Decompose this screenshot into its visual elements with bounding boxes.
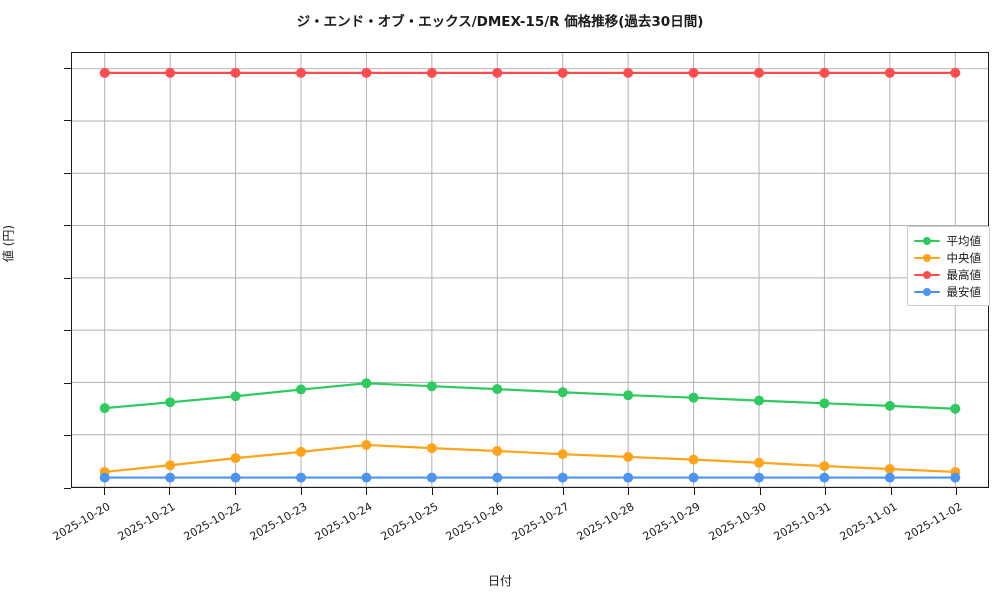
y-tick-mark bbox=[64, 120, 71, 122]
x-axis-label: 日付 bbox=[487, 574, 512, 588]
legend-label: 平均値 bbox=[946, 233, 982, 248]
chart-legend: 平均値中央値最高値最安値 bbox=[906, 226, 990, 306]
x-tick-mark bbox=[759, 488, 761, 495]
x-tick-mark bbox=[562, 488, 564, 495]
legend-swatch-icon bbox=[913, 286, 940, 298]
x-tick-label: 2025-10-23 bbox=[247, 500, 309, 544]
x-tick-label: 2025-10-28 bbox=[574, 500, 637, 544]
x-tick-mark bbox=[431, 488, 433, 495]
x-tick-label: 2025-10-21 bbox=[115, 500, 178, 544]
y-tick-mark bbox=[64, 330, 71, 332]
x-tick-mark bbox=[103, 488, 105, 495]
data-series-layer bbox=[99, 67, 961, 483]
y-tick-mark bbox=[64, 277, 71, 279]
x-tick-mark bbox=[956, 488, 958, 495]
y-tick-mark bbox=[64, 67, 71, 69]
x-tick-label: 2025-11-02 bbox=[902, 500, 965, 544]
legend-label: 最高値 bbox=[946, 267, 982, 282]
legend-item-3[interactable]: 最高値 bbox=[913, 266, 982, 283]
x-tick-mark bbox=[890, 488, 892, 495]
x-tick-mark bbox=[300, 488, 302, 495]
gridlines bbox=[72, 53, 988, 487]
x-tick-mark bbox=[693, 488, 695, 495]
legend-label: 最安値 bbox=[946, 284, 982, 299]
x-tick-mark bbox=[169, 488, 171, 495]
x-tick-mark bbox=[628, 488, 630, 495]
x-tick-label: 2025-10-24 bbox=[312, 500, 375, 544]
y-tick-mark bbox=[64, 225, 71, 227]
x-tick-label: 2025-10-22 bbox=[181, 500, 244, 544]
legend-item-2[interactable]: 中央値 bbox=[913, 249, 982, 266]
legend-swatch-icon bbox=[913, 252, 940, 264]
plot-area bbox=[71, 52, 989, 488]
legend-swatch-icon bbox=[913, 269, 940, 281]
y-tick-mark bbox=[64, 382, 71, 384]
legend-item-1[interactable]: 平均値 bbox=[913, 232, 982, 249]
y-tick-mark bbox=[64, 488, 71, 489]
legend-swatch-icon bbox=[913, 235, 940, 247]
legend-item-4[interactable]: 最安値 bbox=[913, 283, 982, 300]
x-tick-mark bbox=[825, 488, 827, 495]
x-tick-label: 2025-10-26 bbox=[443, 500, 506, 544]
x-tick-mark bbox=[366, 488, 368, 495]
x-tick-label: 2025-10-31 bbox=[771, 500, 834, 544]
y-tick-mark bbox=[64, 435, 71, 437]
x-tick-mark bbox=[497, 488, 499, 495]
x-tick-label: 2025-10-29 bbox=[640, 500, 703, 544]
x-tick-label: 2025-10-25 bbox=[378, 500, 441, 544]
y-tick-mark bbox=[64, 172, 71, 174]
y-axis: 025050075010001250150017502000 bbox=[0, 0, 71, 600]
x-tick-label: 2025-10-30 bbox=[706, 500, 768, 544]
x-tick-label: 2025-10-27 bbox=[509, 500, 572, 544]
x-tick-label: 2025-11-01 bbox=[837, 500, 900, 544]
x-tick-mark bbox=[234, 488, 236, 495]
legend-label: 中央値 bbox=[946, 250, 982, 265]
chart-title: ジ・エンド・オブ・エックス/DMEX-15/R 価格推移(過去30日間) bbox=[296, 14, 704, 30]
